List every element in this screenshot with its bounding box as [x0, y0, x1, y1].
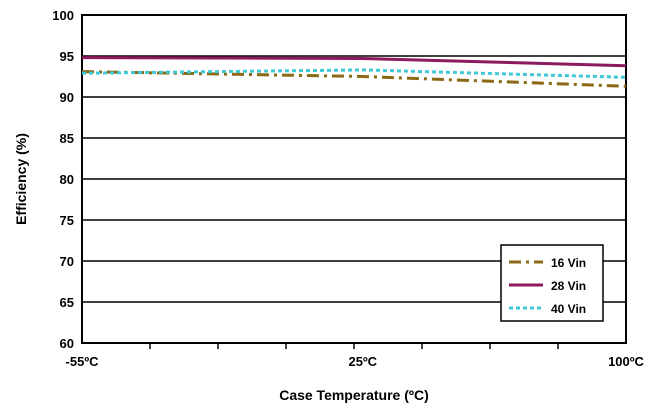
y-axis-title: Efficiency (%) [13, 133, 29, 225]
y-tick-label: 100 [52, 8, 74, 23]
series-line-40-vin [81, 68, 627, 79]
x-tick-label: 100ºC [608, 354, 644, 369]
legend-label: 16 Vin [551, 256, 586, 270]
y-tick-label: 80 [60, 172, 74, 187]
y-tick-label: 60 [60, 336, 74, 351]
y-tick-label: 70 [60, 254, 74, 269]
legend-label: 40 Vin [551, 302, 586, 316]
legend-label: 28 Vin [551, 279, 586, 293]
y-tick-label: 90 [60, 90, 74, 105]
x-tick-label: -55ºC [66, 354, 100, 369]
y-tick-label: 75 [60, 213, 74, 228]
y-tick-label: 95 [60, 49, 74, 64]
series-line-28-vin [81, 56, 627, 68]
x-tick-label: 25ºC [348, 354, 377, 369]
x-axis-title: Case Temperature (ºC) [279, 387, 429, 403]
y-tick-label: 85 [60, 131, 74, 146]
y-tick-label: 65 [60, 295, 74, 310]
